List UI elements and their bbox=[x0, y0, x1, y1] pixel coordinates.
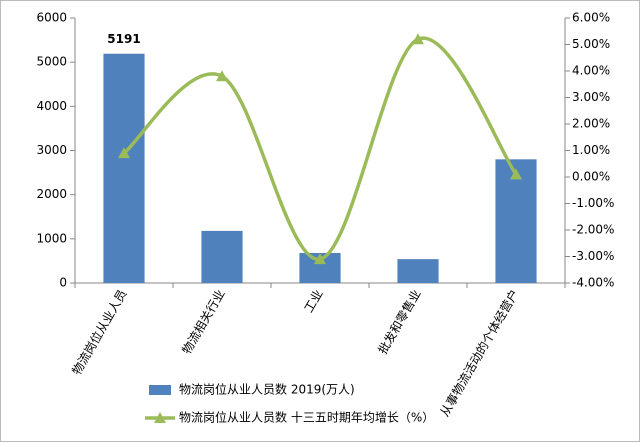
y-tick-label: 6000 bbox=[36, 11, 67, 25]
y2-tick-label: -3.00% bbox=[572, 249, 614, 263]
y2-tick-label: -4.00% bbox=[572, 276, 614, 290]
bar bbox=[495, 159, 537, 283]
bar bbox=[397, 259, 439, 283]
y-tick-label: 1000 bbox=[36, 231, 67, 245]
x-tick-label: 工业 bbox=[301, 287, 325, 315]
marker bbox=[118, 147, 130, 159]
marker bbox=[510, 168, 522, 180]
legend-label: 物流岗位从业人员数 十三五时期年均增长（%） bbox=[179, 410, 434, 425]
marker bbox=[216, 70, 228, 82]
marker bbox=[412, 33, 424, 45]
y-tick-label: 5000 bbox=[36, 55, 67, 69]
legend-swatch bbox=[149, 385, 171, 395]
bar bbox=[103, 53, 145, 283]
line bbox=[122, 36, 518, 261]
bar bbox=[201, 230, 243, 283]
legend-label: 物流岗位从业人员数 2019(万人) bbox=[179, 382, 355, 397]
y2-tick-label: 6.00% bbox=[572, 11, 610, 25]
y-tick-label: 4000 bbox=[36, 99, 67, 113]
data-label: 5191 bbox=[107, 32, 140, 46]
legend-marker bbox=[154, 412, 166, 423]
x-tick-label: 物流岗位从业人员 bbox=[69, 287, 130, 378]
marker bbox=[314, 253, 326, 265]
y2-tick-label: 5.00% bbox=[572, 37, 610, 51]
y2-tick-label: 3.00% bbox=[572, 90, 610, 104]
x-tick-label: 从事物流活动的个体经营户 bbox=[437, 287, 522, 419]
y2-tick-label: 0.00% bbox=[572, 170, 610, 184]
y2-tick-label: -2.00% bbox=[572, 223, 614, 237]
y-tick-label: 0 bbox=[59, 276, 67, 290]
y-tick-label: 2000 bbox=[36, 187, 67, 201]
y2-tick-label: -1.00% bbox=[572, 196, 614, 210]
y2-tick-label: 2.00% bbox=[572, 117, 610, 131]
y-tick-label: 3000 bbox=[36, 143, 67, 157]
y2-tick-label: 4.00% bbox=[572, 64, 610, 78]
x-tick-label: 物流相关行业 bbox=[179, 287, 227, 356]
x-tick-label: 批发和零售业 bbox=[375, 287, 424, 357]
y2-tick-label: 1.00% bbox=[572, 143, 610, 157]
